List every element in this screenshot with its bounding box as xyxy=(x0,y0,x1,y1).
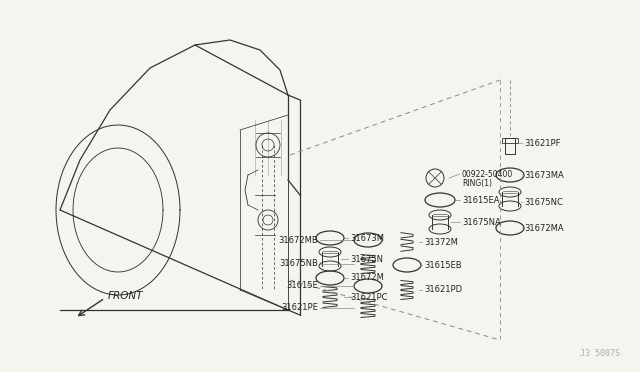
Text: 31615EB: 31615EB xyxy=(424,260,461,269)
Text: 31615EA: 31615EA xyxy=(462,196,499,205)
Text: 31621PF: 31621PF xyxy=(524,138,561,148)
Text: 31673MA: 31673MA xyxy=(524,170,564,180)
Bar xyxy=(505,138,515,154)
Text: 31675N: 31675N xyxy=(350,254,383,263)
Text: FRONT: FRONT xyxy=(108,291,143,301)
Text: RING(1): RING(1) xyxy=(462,179,492,187)
Text: J3 5007S: J3 5007S xyxy=(580,349,620,358)
Text: 31675NC: 31675NC xyxy=(524,198,563,206)
Text: 31621PE: 31621PE xyxy=(281,304,318,312)
Text: 31675NA: 31675NA xyxy=(462,218,500,227)
Text: 31672MA: 31672MA xyxy=(524,224,564,232)
Text: 31672M: 31672M xyxy=(350,273,384,282)
Text: 00922-50400: 00922-50400 xyxy=(462,170,513,179)
Text: 31621PD: 31621PD xyxy=(424,285,462,295)
Text: 31672MB: 31672MB xyxy=(278,235,318,244)
Bar xyxy=(502,138,518,143)
Text: 31621PC: 31621PC xyxy=(350,292,387,301)
Text: 31372M: 31372M xyxy=(424,237,458,247)
Text: 31675NB: 31675NB xyxy=(279,260,318,269)
Text: 31615E: 31615E xyxy=(286,282,318,291)
Text: 31673M: 31673M xyxy=(350,234,384,243)
